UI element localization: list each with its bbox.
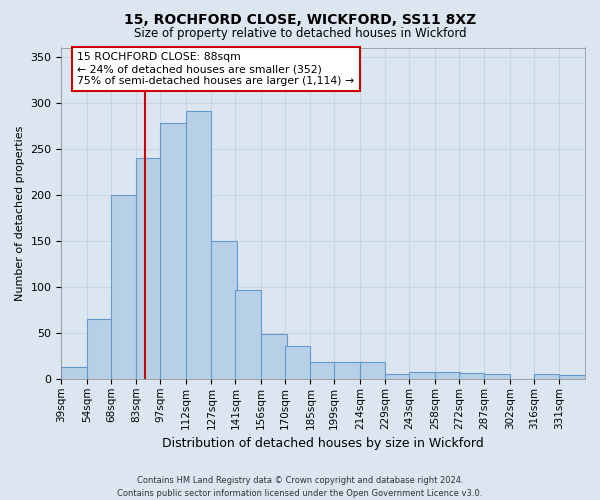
Bar: [559, 375, 585, 379]
Text: 15, ROCHFORD CLOSE, WICKFORD, SS11 8XZ: 15, ROCHFORD CLOSE, WICKFORD, SS11 8XZ: [124, 12, 476, 26]
Bar: [136, 158, 162, 379]
Bar: [211, 241, 237, 379]
Bar: [61, 367, 87, 379]
Bar: [435, 372, 460, 379]
Bar: [534, 374, 559, 379]
Bar: [360, 362, 385, 379]
Bar: [235, 290, 261, 379]
Text: Contains HM Land Registry data © Crown copyright and database right 2024.
Contai: Contains HM Land Registry data © Crown c…: [118, 476, 482, 498]
Y-axis label: Number of detached properties: Number of detached properties: [15, 126, 25, 301]
Bar: [484, 374, 510, 379]
X-axis label: Distribution of detached houses by size in Wickford: Distribution of detached houses by size …: [163, 437, 484, 450]
Bar: [459, 374, 484, 379]
Text: 15 ROCHFORD CLOSE: 88sqm
← 24% of detached houses are smaller (352)
75% of semi-: 15 ROCHFORD CLOSE: 88sqm ← 24% of detach…: [77, 52, 354, 86]
Bar: [310, 362, 336, 379]
Bar: [87, 319, 113, 379]
Bar: [160, 123, 186, 379]
Bar: [261, 334, 287, 379]
Bar: [186, 111, 211, 379]
Bar: [334, 362, 360, 379]
Bar: [111, 195, 136, 379]
Text: Size of property relative to detached houses in Wickford: Size of property relative to detached ho…: [134, 28, 466, 40]
Bar: [409, 372, 435, 379]
Bar: [285, 346, 310, 379]
Bar: [385, 374, 411, 379]
